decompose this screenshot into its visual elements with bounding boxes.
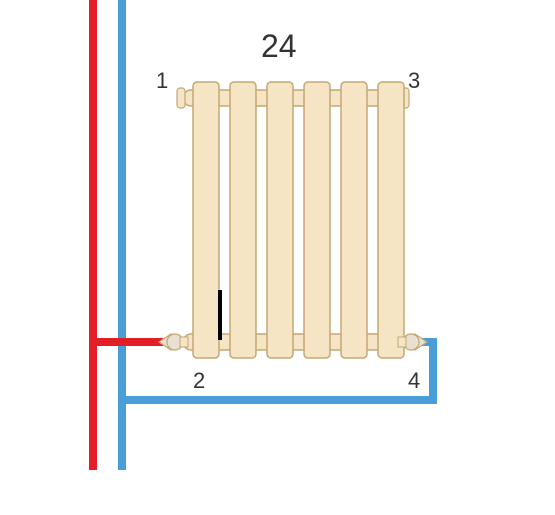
cold-branch-vertical bbox=[429, 338, 437, 404]
cold-branch-horizontal bbox=[122, 396, 437, 404]
radiator-column bbox=[378, 82, 404, 358]
radiator-column bbox=[304, 82, 330, 358]
label-1: 1 bbox=[156, 68, 168, 94]
radiator-column bbox=[267, 82, 293, 358]
label-4: 4 bbox=[408, 368, 420, 394]
hot-riser bbox=[89, 0, 97, 470]
radiator-column bbox=[193, 82, 219, 358]
label-3: 3 bbox=[408, 68, 420, 94]
hot-branch bbox=[93, 338, 163, 346]
radiator-column bbox=[341, 82, 367, 358]
label-2: 2 bbox=[193, 368, 205, 394]
diagram-title: 24 bbox=[261, 28, 297, 65]
diagram-svg bbox=[0, 0, 555, 515]
diagram-canvas: 24 1 3 2 4 bbox=[0, 0, 555, 515]
radiator-column bbox=[230, 82, 256, 358]
